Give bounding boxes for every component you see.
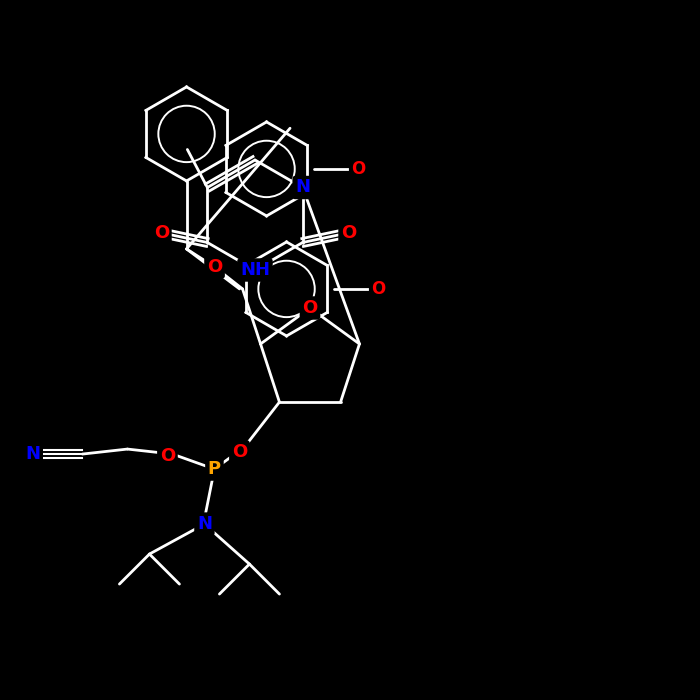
Text: O: O [341, 223, 356, 242]
Text: N: N [295, 178, 310, 197]
Text: O: O [302, 299, 318, 317]
Text: N: N [197, 515, 212, 533]
Text: O: O [372, 280, 386, 298]
Text: O: O [154, 223, 169, 242]
Text: O: O [207, 258, 222, 276]
Text: N: N [25, 445, 40, 463]
Text: O: O [232, 443, 247, 461]
Text: NH: NH [240, 261, 270, 279]
Text: O: O [160, 447, 175, 465]
Text: P: P [208, 460, 221, 478]
Text: O: O [351, 160, 365, 178]
